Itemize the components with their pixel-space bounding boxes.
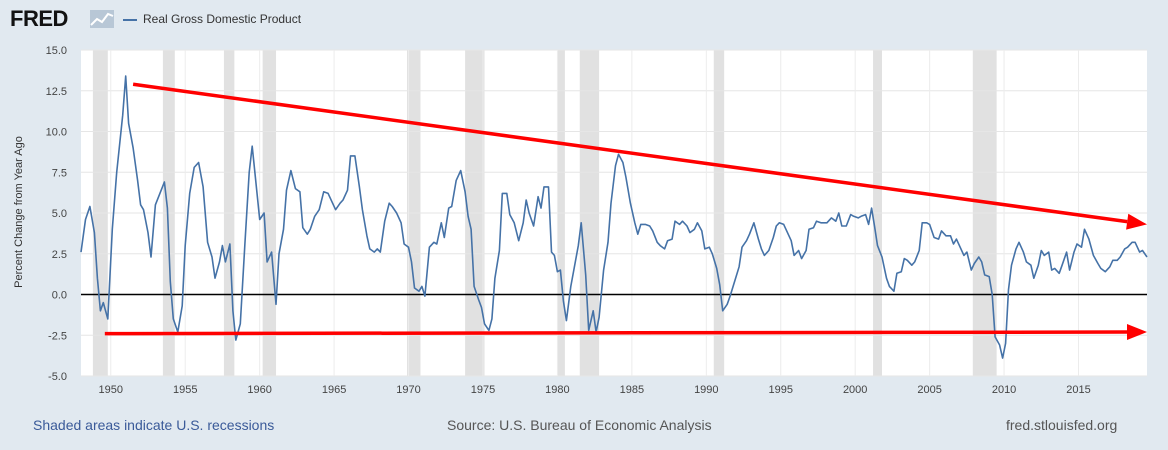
y-tick-label: -2.5 bbox=[48, 330, 67, 342]
x-tick-label: 1995 bbox=[769, 384, 793, 396]
y-tick-label: 12.5 bbox=[46, 86, 67, 98]
x-tick-label: 2000 bbox=[843, 384, 867, 396]
y-tick-label: 0.0 bbox=[52, 290, 67, 302]
trend-arrow-head bbox=[1126, 324, 1147, 341]
x-tick-label: 1985 bbox=[620, 384, 644, 396]
recession-note-link[interactable]: Shaded areas indicate U.S. recessions bbox=[33, 417, 275, 433]
x-tick-label: 2005 bbox=[917, 384, 941, 396]
fred-logo-graph-icon bbox=[90, 10, 114, 28]
y-tick-label: 5.0 bbox=[52, 208, 67, 220]
site-url-link[interactable]: fred.stlouisfed.org bbox=[1006, 417, 1118, 433]
x-tick-label: 1965 bbox=[322, 384, 346, 396]
y-tick-label: 7.5 bbox=[52, 167, 67, 179]
legend-label: Real Gross Domestic Product bbox=[143, 12, 302, 26]
trend-arrow-line bbox=[104, 330, 1128, 336]
y-tick-label: -5.0 bbox=[48, 371, 67, 383]
series-line bbox=[80, 75, 1148, 359]
series-legend: Real Gross Domestic Product bbox=[123, 12, 301, 26]
trend-arrow-line bbox=[132, 82, 1128, 224]
x-tick-label: 1975 bbox=[471, 384, 495, 396]
x-tick-label: 1970 bbox=[396, 384, 420, 396]
y-tick-label: 15.0 bbox=[46, 45, 67, 57]
x-tick-label: 1990 bbox=[694, 384, 718, 396]
x-tick-label: 2010 bbox=[992, 384, 1016, 396]
x-tick-label: 1955 bbox=[173, 384, 197, 396]
x-tick-label: 2015 bbox=[1066, 384, 1090, 396]
x-tick-label: 1960 bbox=[247, 384, 271, 396]
legend-line-swatch bbox=[123, 18, 137, 21]
trend-arrow-head bbox=[1126, 213, 1147, 230]
source-text: Source: U.S. Bureau of Economic Analysis bbox=[447, 417, 712, 433]
y-tick-label: 10.0 bbox=[46, 127, 67, 139]
x-tick-label: 1950 bbox=[99, 384, 123, 396]
chart-header: FRED Real Gross Domestic Product bbox=[0, 0, 1168, 40]
fred-logo[interactable]: FRED bbox=[10, 6, 68, 31]
y-tick-label: 2.5 bbox=[52, 249, 67, 261]
x-tick-label: 1980 bbox=[545, 384, 569, 396]
